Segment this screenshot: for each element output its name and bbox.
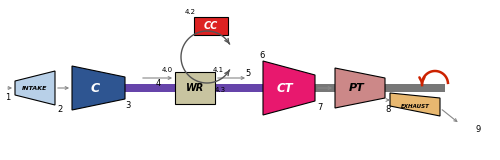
Polygon shape [15, 71, 55, 105]
Polygon shape [175, 72, 215, 104]
Polygon shape [390, 93, 440, 116]
Polygon shape [125, 84, 290, 92]
Text: 4.1: 4.1 [212, 67, 224, 73]
Text: EXHAUST: EXHAUST [400, 104, 430, 108]
Text: 4: 4 [156, 80, 160, 88]
Text: CT: CT [276, 81, 293, 95]
Text: 4.2: 4.2 [184, 9, 196, 15]
Text: CC: CC [204, 21, 218, 31]
Text: 5: 5 [246, 69, 250, 79]
Text: 8: 8 [386, 105, 390, 115]
Polygon shape [72, 66, 125, 110]
Text: 7: 7 [318, 104, 322, 112]
Text: PT: PT [349, 83, 365, 93]
Text: 6: 6 [260, 51, 264, 60]
Polygon shape [263, 61, 315, 115]
Text: WR: WR [186, 83, 204, 93]
Text: INTAKE: INTAKE [22, 85, 48, 91]
Text: 1: 1 [6, 93, 10, 103]
Text: 4.0: 4.0 [162, 67, 172, 73]
Polygon shape [335, 68, 385, 108]
Polygon shape [194, 17, 228, 35]
Text: 3: 3 [126, 100, 130, 109]
Text: 4.3: 4.3 [214, 87, 226, 93]
Text: 2: 2 [58, 105, 62, 115]
Text: C: C [90, 81, 100, 95]
Polygon shape [315, 84, 445, 92]
Text: 9: 9 [476, 125, 480, 135]
